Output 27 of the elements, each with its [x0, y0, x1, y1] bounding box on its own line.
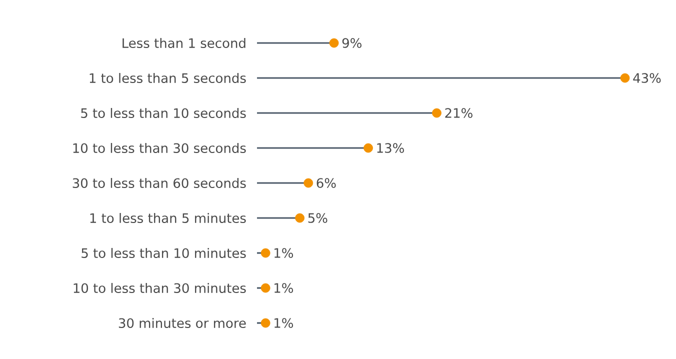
point: [260, 318, 270, 328]
y-tick-label: 30 minutes or more: [118, 318, 246, 328]
point: [260, 248, 270, 258]
point: [260, 283, 270, 293]
point: [295, 213, 304, 223]
point: [432, 108, 442, 118]
data-label: 43%: [633, 73, 661, 83]
data-label: 1%: [274, 248, 294, 258]
point: [620, 73, 630, 83]
data-label: 5%: [308, 213, 328, 223]
data-label: 1%: [274, 318, 294, 328]
y-tick-label: 5 to less than 10 minutes: [82, 248, 246, 258]
y-tick-label: Less than 1 second: [122, 38, 246, 48]
y-tick-label: 10 to less than 30 minutes: [74, 282, 246, 294]
data-label: 6%: [316, 178, 336, 188]
point: [364, 143, 373, 153]
data-label: 13%: [377, 143, 404, 153]
y-tick-label: 30 to less than 60 seconds: [72, 178, 246, 188]
y-tick-label: 1 to less than 5 minutes: [90, 212, 246, 224]
y-tick-label: 10 to less than 30 seconds: [73, 142, 246, 154]
point: [329, 38, 339, 48]
data-label: 21%: [445, 108, 472, 118]
data-label: 9%: [342, 38, 362, 48]
data-label: 1%: [274, 283, 294, 293]
y-tick-label: 5 to less than 10 seconds: [81, 108, 246, 118]
y-tick-label: 1 to less than 5 seconds: [90, 72, 246, 84]
point: [304, 178, 314, 188]
